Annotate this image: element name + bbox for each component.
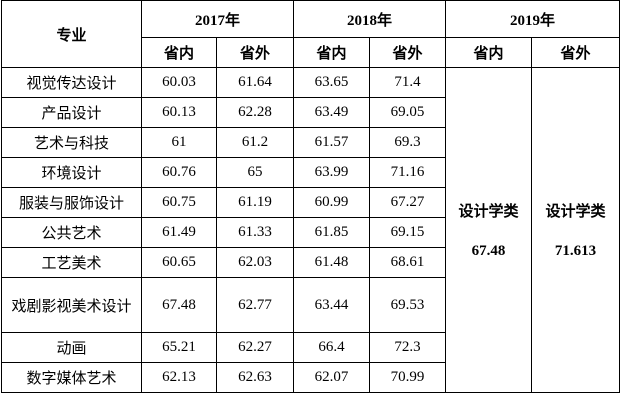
major-name: 艺术与科技 bbox=[1, 127, 142, 158]
header-row: 专业 2017年 2018年 2019年 bbox=[1, 0, 620, 68]
header-row: 省内 省外 省内 省外 省内 省外 bbox=[2, 37, 620, 68]
score-cell: 61.64 bbox=[215, 67, 295, 98]
merged-value: 71.613 bbox=[554, 243, 597, 259]
score-cell: 63.65 bbox=[293, 67, 371, 98]
score-cell: 61.49 bbox=[141, 217, 217, 248]
merged-label: 设计学类 bbox=[545, 204, 606, 220]
data-row: 公共艺术 61.49 61.33 61.85 69.15 bbox=[1, 217, 620, 248]
major-name: 产品设计 bbox=[1, 97, 142, 128]
data-row: 视觉传达设计 60.03 61.64 63.65 71.4 设计学类 67.48 设计学类 71… bbox=[1, 67, 620, 393]
score-cell: 63.44 bbox=[293, 277, 371, 333]
year-header: 2019年 bbox=[445, 0, 620, 38]
major-name: 环境设计 bbox=[1, 157, 142, 188]
score-cell: 66.4 bbox=[293, 332, 371, 363]
score-cell: 61 bbox=[141, 127, 217, 158]
merged-cell: 设计学类 71.613 bbox=[531, 67, 620, 393]
score-cell: 69.05 bbox=[369, 97, 447, 128]
score-cell: 62.63 bbox=[215, 362, 295, 393]
score-cell: 60.75 bbox=[141, 187, 217, 218]
sub-header: 省内 bbox=[141, 37, 217, 68]
score-cell: 62.77 bbox=[215, 277, 295, 333]
score-cell: 61.33 bbox=[215, 217, 295, 248]
major-name: 服装与服饰设计 bbox=[1, 187, 142, 218]
data-row: 艺术与科技 61 61.2 61.57 69.3 bbox=[1, 127, 620, 158]
score-cell: 60.03 bbox=[141, 67, 217, 98]
score-cell: 72.3 bbox=[369, 332, 447, 363]
score-cell: 61.2 bbox=[215, 127, 295, 158]
score-cell: 61.57 bbox=[293, 127, 371, 158]
major-name: 戏剧影视美术设计 bbox=[1, 277, 142, 333]
score-cell: 71.16 bbox=[369, 157, 447, 188]
score-cell: 62.13 bbox=[141, 362, 217, 393]
sub-header: 省外 bbox=[531, 37, 620, 68]
score-cell: 62.07 bbox=[293, 362, 371, 393]
data-row: 产品设计 60.13 62.28 63.49 69.05 bbox=[1, 97, 620, 128]
score-cell: 65 bbox=[215, 157, 295, 188]
score-cell: 60.65 bbox=[141, 247, 217, 278]
data-row: 服装与服饰设计 60.75 61.19 60.99 67.27 bbox=[1, 187, 620, 218]
score-cell: 69.3 bbox=[369, 127, 447, 158]
year-header: 2017年 bbox=[140, 0, 295, 38]
score-cell: 62.03 bbox=[215, 247, 295, 278]
score-cell: 67.27 bbox=[369, 187, 447, 218]
score-cell: 61.85 bbox=[293, 217, 371, 248]
score-cell: 60.76 bbox=[141, 157, 217, 188]
score-cell: 71.4 bbox=[369, 67, 447, 98]
score-cell: 62.28 bbox=[215, 97, 295, 128]
data-row: 动画 65.21 62.27 66.4 72.3 bbox=[1, 332, 620, 363]
data-row: 数字媒体艺术 62.13 62.63 62.07 70.99 bbox=[1, 362, 620, 393]
score-cell: 69.53 bbox=[369, 277, 447, 333]
major-name: 动画 bbox=[1, 332, 142, 363]
score-cell: 67.48 bbox=[141, 277, 217, 333]
merged-cell: 设计学类 67.48 bbox=[445, 67, 533, 393]
merged-value: 67.48 bbox=[471, 243, 506, 259]
header-cell: 专业 bbox=[1, 0, 142, 68]
data-row: 环境设计 60.76 65 63.99 71.16 bbox=[1, 157, 620, 188]
major-name: 公共艺术 bbox=[1, 217, 142, 248]
major-name: 视觉传达设计 bbox=[1, 67, 142, 98]
score-cell: 61.19 bbox=[215, 187, 295, 218]
score-cell: 69.15 bbox=[369, 217, 447, 248]
sub-header: 省外 bbox=[369, 37, 447, 68]
sub-header: 省内 bbox=[293, 37, 371, 68]
score-cell: 63.49 bbox=[293, 97, 371, 128]
score-cell: 68.61 bbox=[369, 247, 447, 278]
score-cell: 63.99 bbox=[293, 157, 371, 188]
score-cell: 60.13 bbox=[141, 97, 217, 128]
score-cell: 70.99 bbox=[369, 362, 447, 393]
score-cell: 62.27 bbox=[215, 332, 295, 363]
major-name: 数字媒体艺术 bbox=[1, 362, 142, 393]
sub-header: 省外 bbox=[215, 37, 295, 68]
year-header: 2018年 bbox=[293, 0, 447, 38]
sub-header: 省内 bbox=[445, 37, 533, 68]
score-cell: 60.99 bbox=[293, 187, 371, 218]
major-name: 工艺美术 bbox=[1, 247, 142, 278]
merged-label: 设计学类 bbox=[458, 204, 519, 220]
score-cell: 65.21 bbox=[141, 332, 217, 363]
score-cell: 61.48 bbox=[293, 247, 371, 278]
